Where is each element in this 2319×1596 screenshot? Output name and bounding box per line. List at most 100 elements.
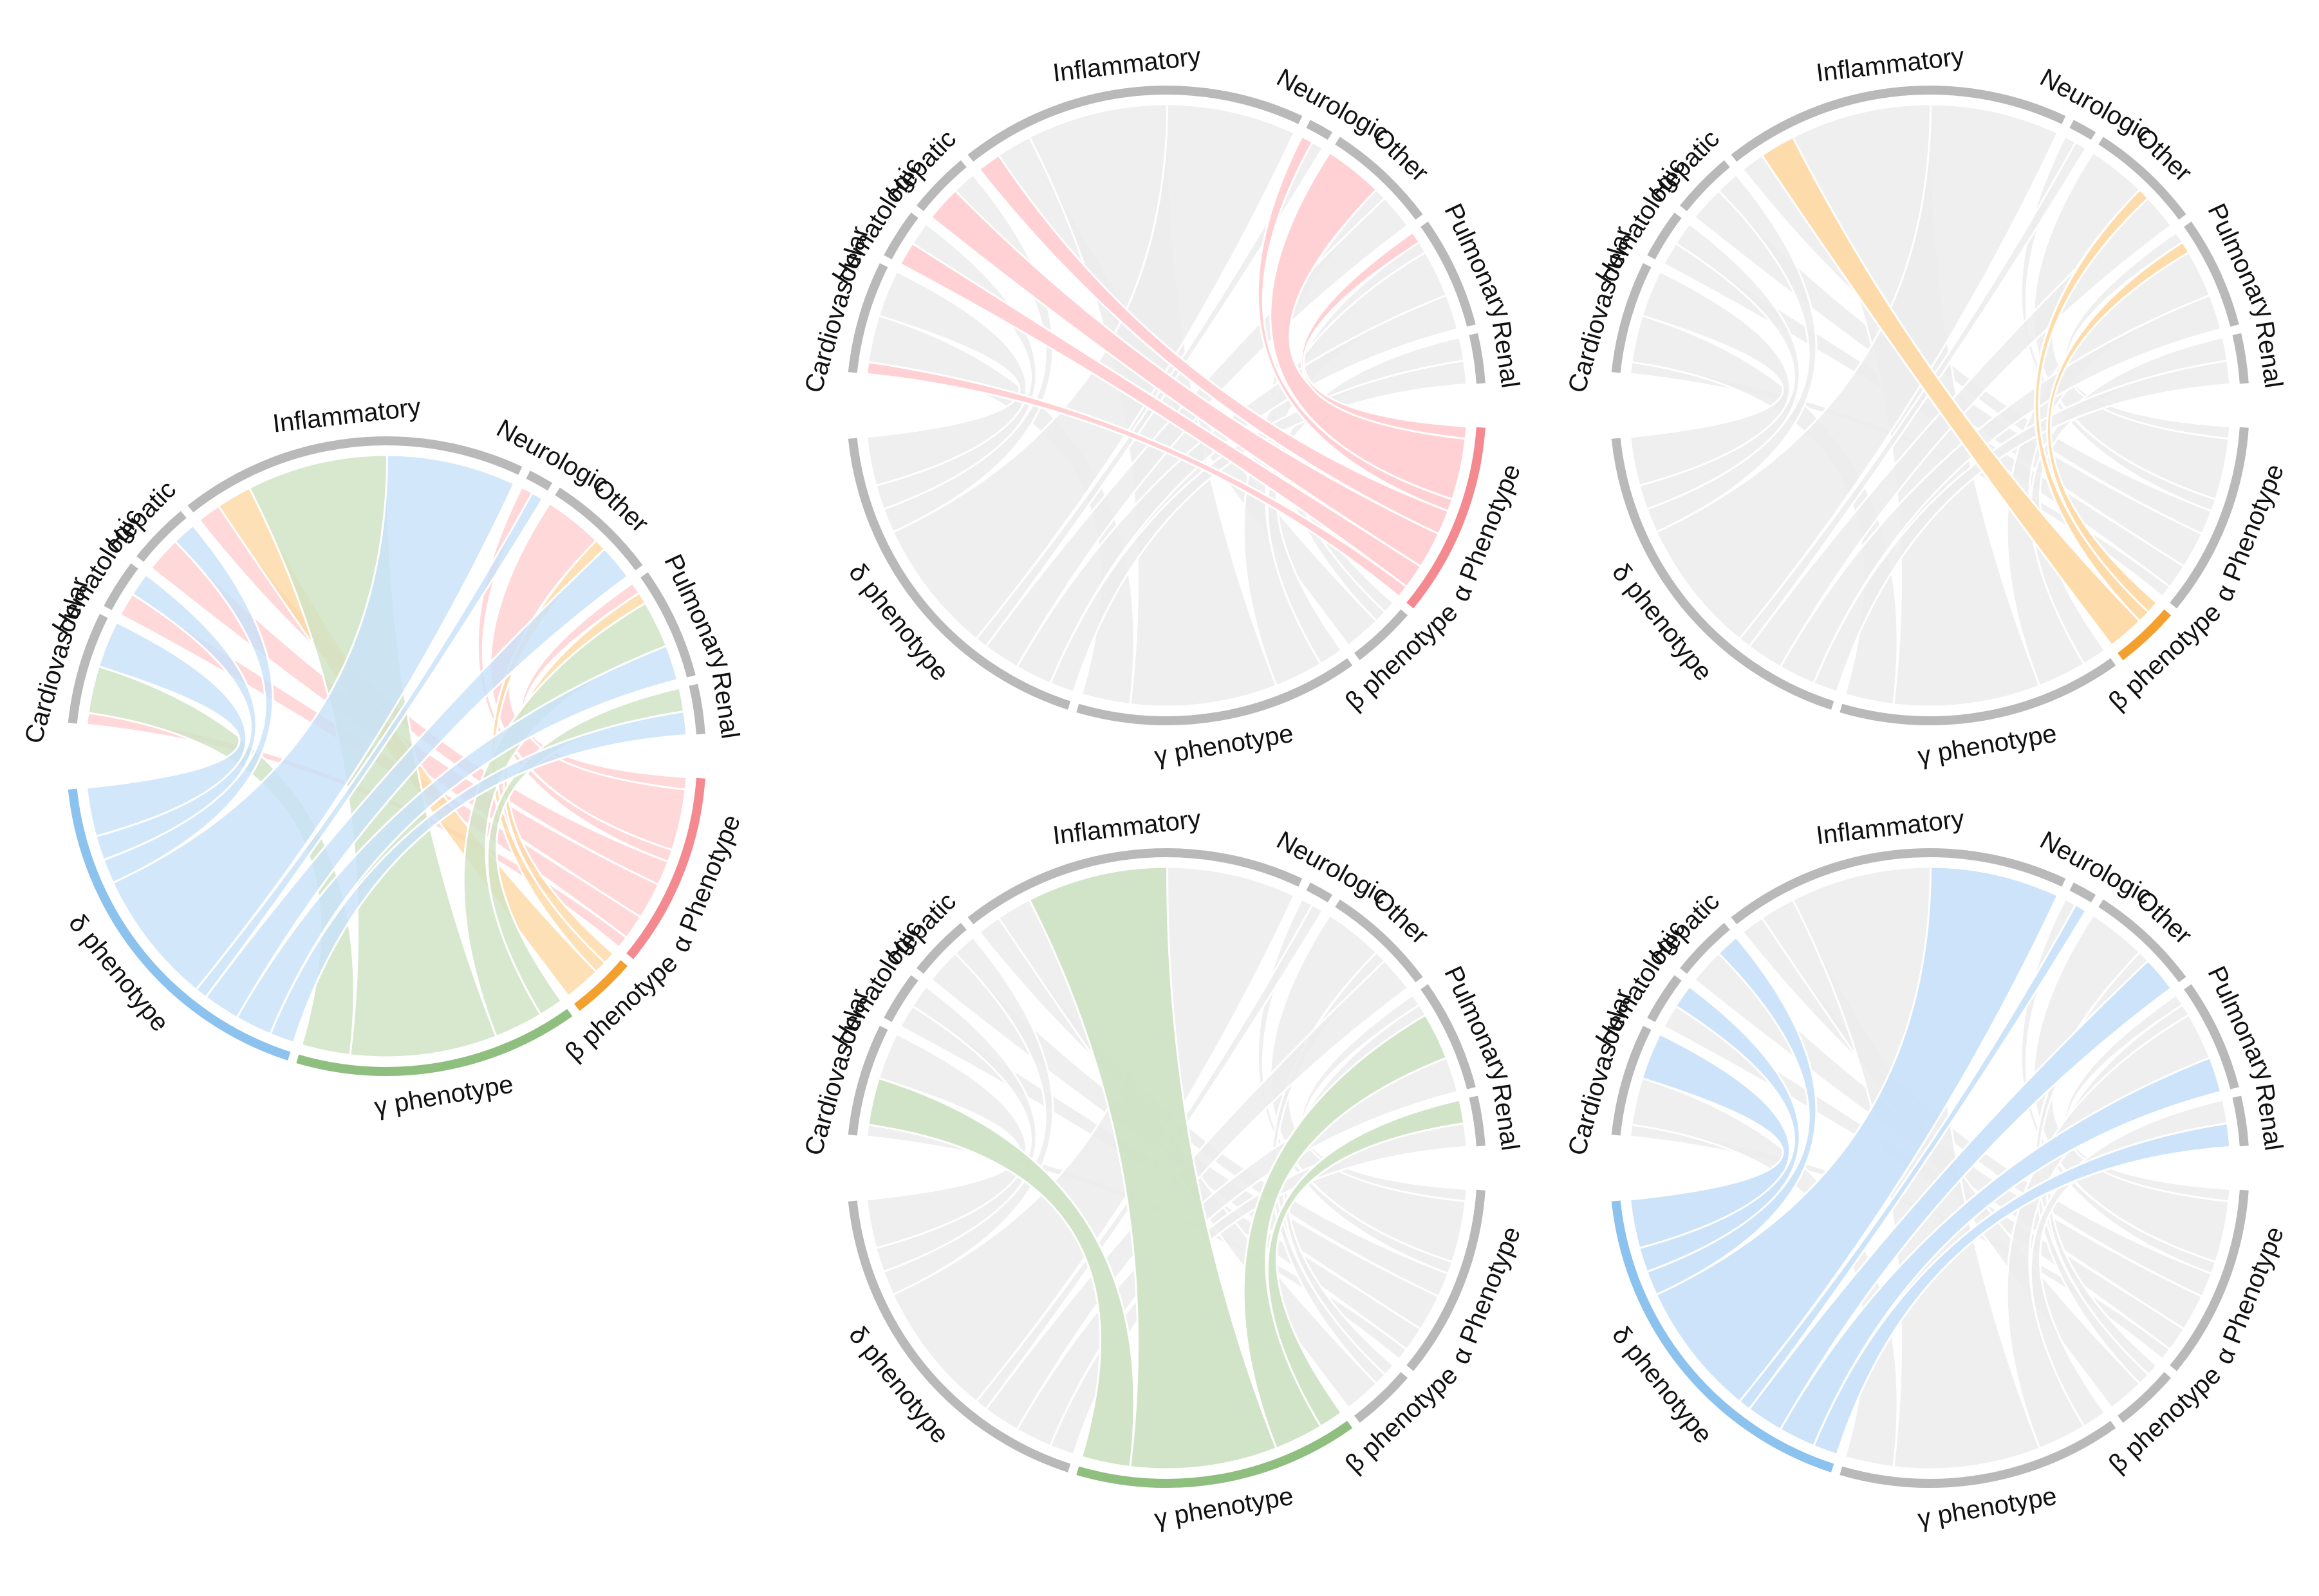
ribbon-phenotype-cardiovascular [865,360,1408,598]
ribbon-phenotype-pulmonary [1778,293,2222,685]
arc-neurologic [2069,882,2096,903]
ribbon-phenotype-neurologic [974,903,1325,1411]
ribbon-phenotype-cardiovascular [867,1077,1135,1469]
arc-hematologic [884,212,918,260]
arc-cardiovascular [1611,1025,1652,1136]
ribbon-phenotype-hematologic [1638,222,1801,511]
ribbon-phenotype-renal [1266,1099,1466,1428]
ribbon-phenotype-other [984,196,1410,669]
arc-phenotype [296,1008,573,1077]
ribbon-phenotype-renal [1812,359,2231,694]
ribbon-phenotype-pulmonary [2063,993,2231,1203]
label-phenotype: γ phenotype [1915,1482,2058,1534]
label-renal: Renal [1487,1082,1525,1153]
arc-hematologic [104,563,138,611]
ribbon-phenotype-renal [486,687,685,1016]
arc-hematologic [1647,212,1682,260]
ribbon-phenotype-other [1269,151,1467,501]
arc-phenotype [1076,658,1353,726]
ribbon-phenotype-pulmonary [235,644,679,1035]
arc-hepatic [1680,923,1730,974]
label-inflammatory: Inflammatory [1814,804,1966,849]
ribbon-phenotype-inflammatory [1655,103,2059,641]
label-inflammatory: Inflammatory [1051,42,1202,87]
ribbon-phenotype-other [204,547,629,1019]
arc-pulmonary [1420,221,1476,327]
label-phenotype: γ phenotype [1915,719,2058,771]
ribbon-phenotype-pulmonary [1242,1014,1448,1450]
arc-inflammatory [1731,848,2066,925]
arc-phenotype [2118,1371,2172,1423]
arc-inflammatory [187,436,523,513]
arc-phenotype [1839,1420,2116,1489]
ribbon-phenotype-inflammatory [1028,866,1278,1471]
ribbon-phenotype-inflammatory [111,454,516,992]
ribbon-phenotype-neurologic [194,491,545,999]
ribbon-phenotype-pulmonary [462,602,668,1038]
arc-other [2098,136,2186,220]
chord-panel-beta: CardiovascularHematologicHepaticInflamma… [1563,42,2289,770]
label-inflammatory: Inflammatory [271,393,422,438]
arc-hematologic [1647,975,1682,1023]
ribbon-phenotype-hepatic [1645,936,1818,1296]
ribbon-phenotype-inflammatory [1655,866,2059,1404]
label-other: Other [1368,123,1434,187]
ribbon-phenotype-pulmonary [1300,993,1468,1203]
ribbon-phenotype-pulmonary [520,581,688,791]
arc-phenotype [68,788,291,1061]
label-phenotype: γ phenotype [1152,719,1295,771]
arc-phenotype [1076,1420,1353,1489]
label-hepatic: Hepatic [880,887,962,969]
ribbon-phenotype-pulmonary [2006,1014,2212,1450]
arc-phenotype [1406,1189,1485,1371]
label-phenotype: γ phenotype [372,1070,515,1122]
ribbon-phenotype-hematologic [1638,985,1801,1274]
chord-panel-delta: CardiovascularHematologicHepaticInflamma… [1563,804,2289,1533]
arc-inflammatory [1731,86,2066,162]
ribbon-phenotype-inflammatory [1760,136,2141,647]
ribbon-phenotype-other [1747,959,2173,1431]
arc-other [555,487,643,571]
label-other: Other [2131,886,2197,950]
label-phenotype: γ phenotype [1152,1482,1295,1534]
arc-renal [1469,1095,1485,1147]
arc-renal [689,683,705,735]
arc-other [1335,899,1423,983]
arc-pulmonary [1420,984,1476,1090]
label-hepatic: Hepatic [880,124,962,207]
chord-panel-all: CardiovascularHematologicHepaticInflamma… [19,393,746,1121]
arc-phenotype [2170,427,2249,609]
arc-phenotype [1611,438,1834,710]
arc-phenotype [848,438,1071,710]
ribbon-phenotype-pulmonary [503,591,647,965]
label-hepatic: Hepatic [1644,124,1725,207]
arc-other [1335,136,1423,220]
arc-neurologic [2069,120,2096,140]
label-other: Other [1368,886,1434,950]
ribbon-phenotype-hepatic [102,524,274,884]
label-renal: Renal [707,670,745,741]
ribbon-phenotype-renal [1812,1122,2231,1456]
arc-phenotype [1611,1200,1834,1472]
ribbon-phenotype-renal [1048,359,1468,694]
arc-hepatic [917,160,967,212]
chord-panel-gamma: CardiovascularHematologicHepaticInflamma… [799,804,1526,1533]
label-other: Other [2131,123,2197,187]
arc-inflammatory [967,86,1303,162]
ribbon-phenotype-pulmonary [1778,1056,2222,1447]
arc-hepatic [1680,160,1730,212]
label-hepatic: Hepatic [100,475,182,557]
arc-phenotype [1354,1371,1408,1423]
ribbon-phenotype-hematologic [95,573,257,862]
arc-hepatic [136,511,187,562]
arc-cardiovascular [1611,263,1652,373]
arc-hepatic [917,923,967,974]
ribbon-phenotype-renal [268,710,688,1044]
arc-pulmonary [2184,984,2239,1090]
label-hepatic: Hepatic [1644,887,1725,969]
arc-phenotype [626,777,705,960]
ribbon-phenotype-hepatic [929,189,1440,568]
ribbon-phenotype-pulmonary [1015,293,1459,685]
arc-phenotype [2170,1189,2249,1371]
